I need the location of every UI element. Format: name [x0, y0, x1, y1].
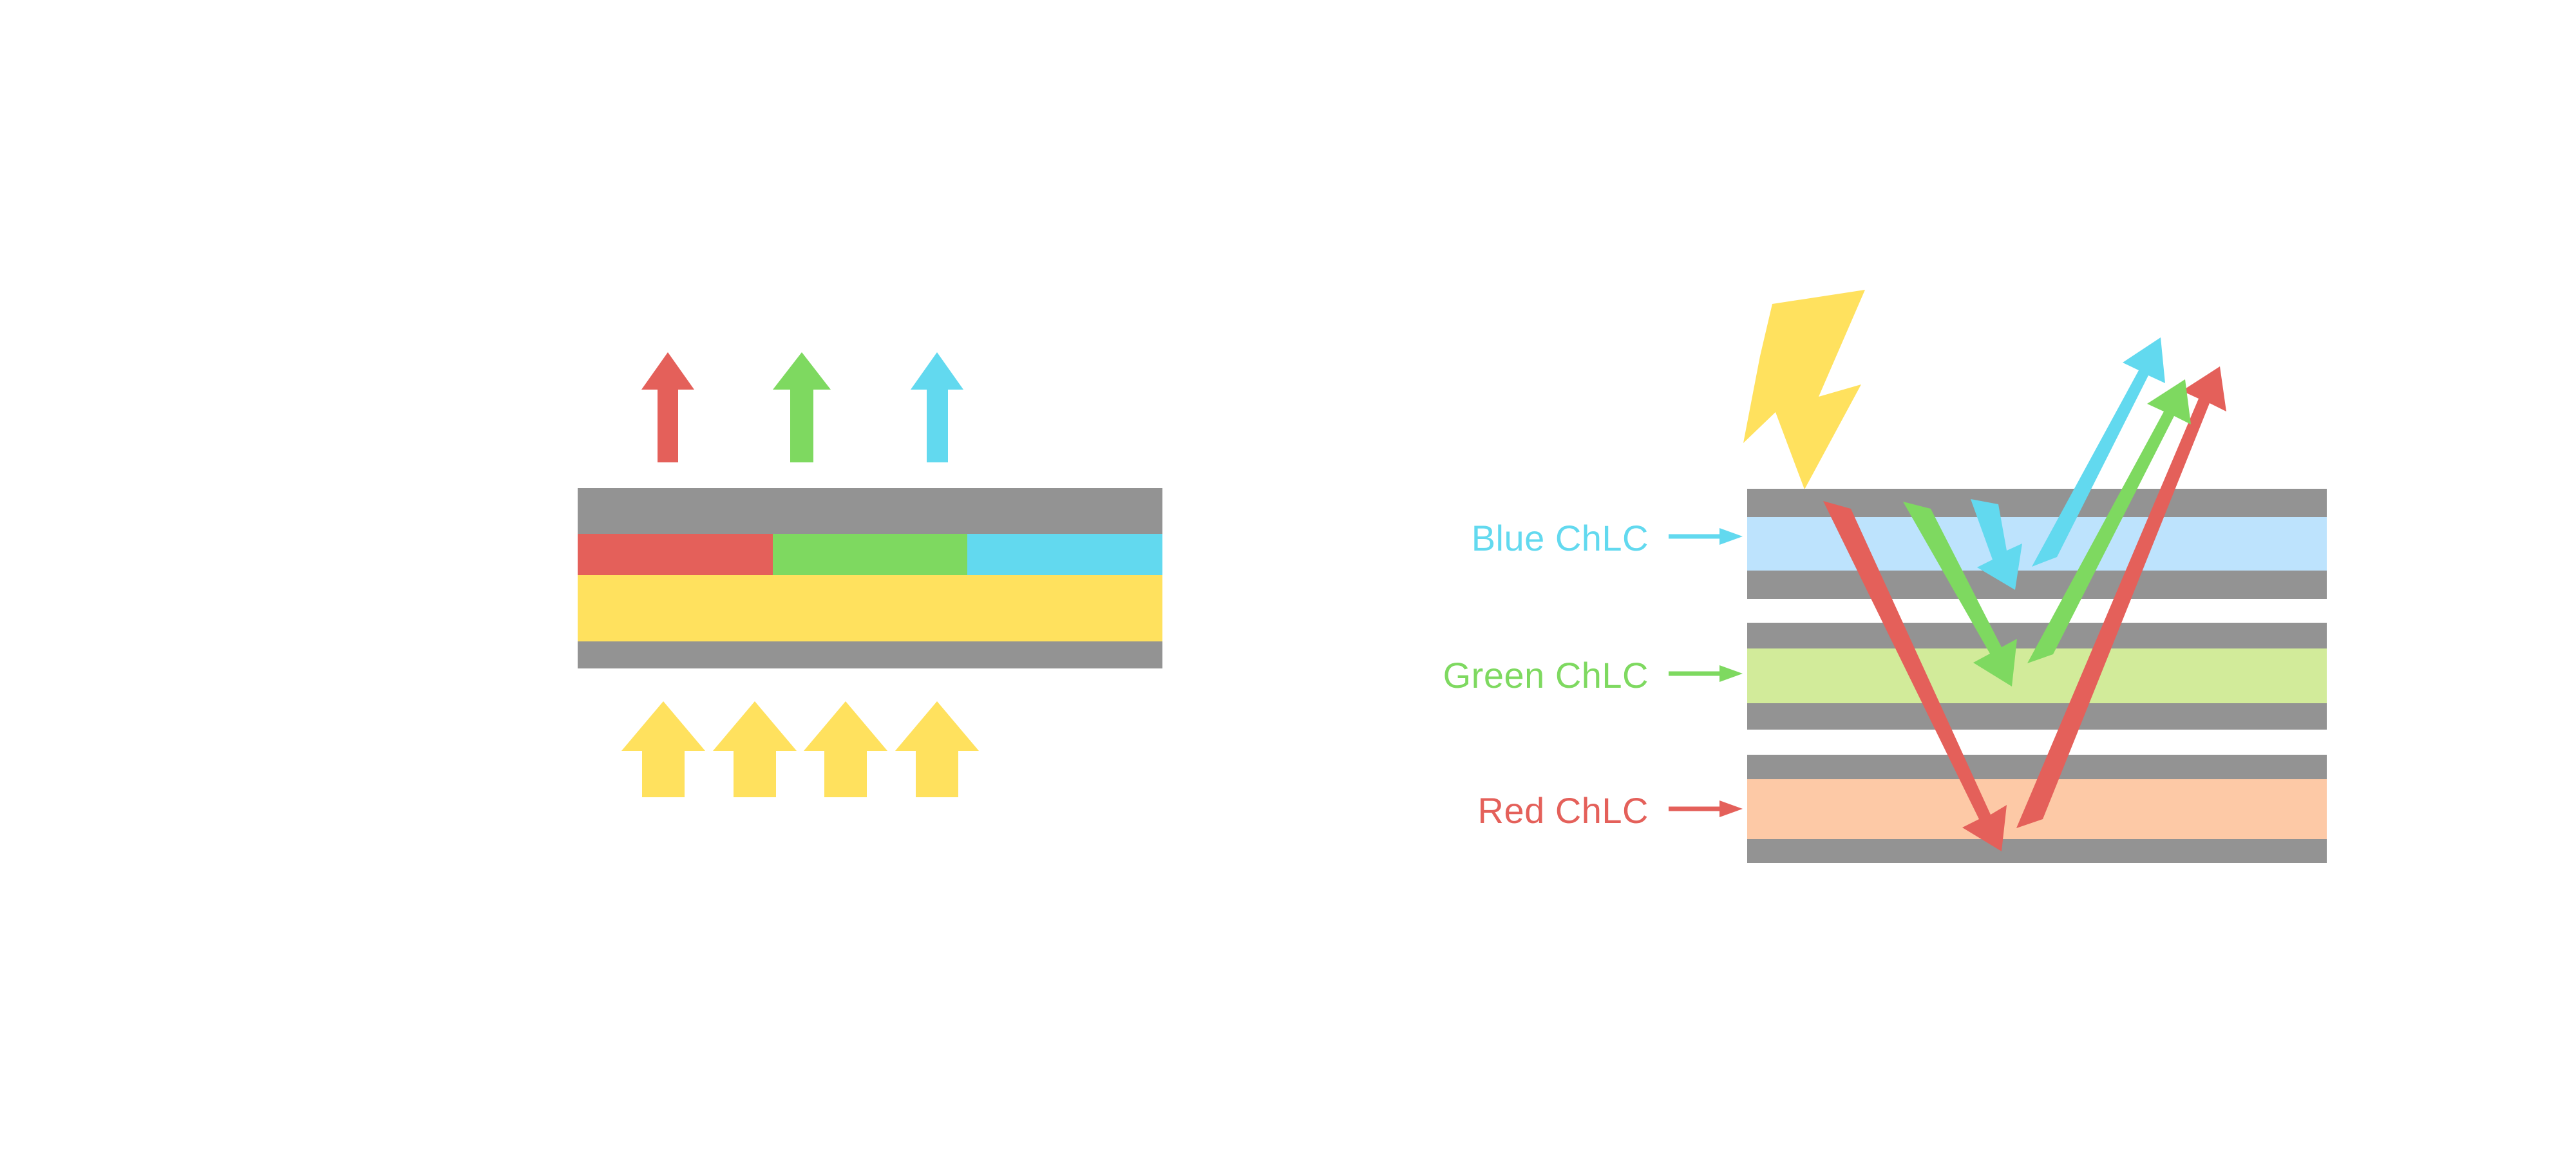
blue-reflected-ray [2032, 337, 2165, 567]
left-stack [578, 488, 1162, 668]
right-stack [1747, 489, 2327, 863]
cyan-filter-segment [967, 534, 1162, 575]
red-reflected-ray [2016, 366, 2226, 828]
backlight-arrow-4 [895, 701, 979, 797]
blue-label-arrow [1669, 528, 1743, 545]
green-reflected-ray [2027, 379, 2191, 663]
red-filter-segment [578, 534, 773, 575]
red-label-arrow [1669, 800, 1743, 817]
red-bottom-electrode [1747, 839, 2327, 863]
red-top-electrode [1747, 755, 2327, 779]
green-label-arrow [1669, 665, 1743, 682]
left-panel-group [578, 352, 1162, 797]
green-top-electrode [1747, 623, 2327, 648]
blue-incident-ray [1971, 499, 2022, 590]
right-panel-group: Blue ChLC Green ChLC Red ChLC [1443, 290, 2327, 863]
red-emission-arrow [641, 352, 694, 462]
green-bottom-electrode [1747, 703, 2327, 730]
green-emission-arrow [773, 352, 831, 462]
red-chlc-label: Red ChLC [1478, 790, 1649, 831]
backlight-arrow-1 [621, 701, 705, 797]
blue-chlc-label: Blue ChLC [1472, 518, 1649, 558]
backlight-arrow-2 [713, 701, 797, 797]
green-filter-segment [773, 534, 967, 575]
blue-bottom-electrode [1747, 571, 2327, 599]
red-incident-ray [1823, 501, 2007, 851]
green-incident-ray [1903, 502, 2017, 686]
bottom-gray-substrate [578, 641, 1162, 668]
ambient-light-arrow [1743, 290, 1865, 489]
backlight-arrow-3 [804, 701, 887, 797]
cyan-emission-arrow [911, 352, 963, 462]
yellow-backlight-layer [578, 575, 1162, 641]
top-gray-substrate [578, 488, 1162, 534]
green-chlc-label: Green ChLC [1443, 655, 1649, 695]
